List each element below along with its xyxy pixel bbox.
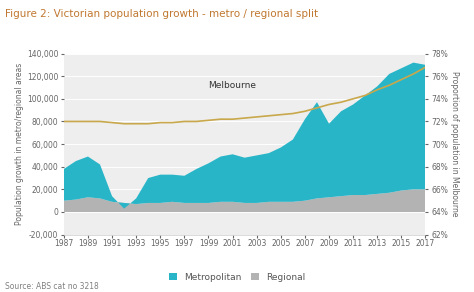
Text: Melbourne: Melbourne: [209, 81, 256, 90]
Y-axis label: Proportion of population in Melbourne: Proportion of population in Melbourne: [450, 71, 459, 217]
Text: Figure 2: Victorian population growth - metro / regional split: Figure 2: Victorian population growth - …: [5, 9, 318, 19]
Y-axis label: Population growth in metro/regional areas: Population growth in metro/regional area…: [15, 63, 24, 225]
Text: Source: ABS cat no 3218: Source: ABS cat no 3218: [5, 281, 99, 291]
Legend: Metropolitan, Regional: Metropolitan, Regional: [169, 273, 305, 282]
